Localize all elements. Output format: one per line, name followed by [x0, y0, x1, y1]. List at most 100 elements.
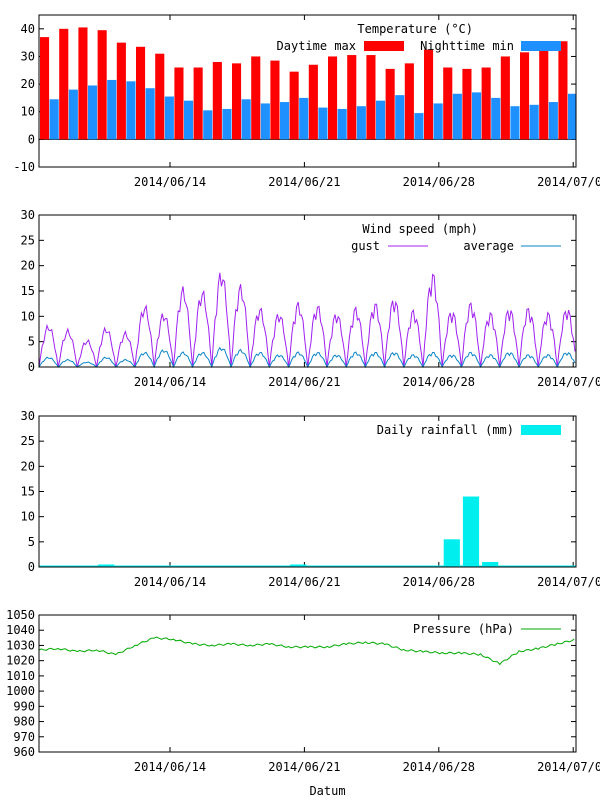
max-temp-bar: [116, 42, 126, 140]
x-tick-label: 2014/06/21: [268, 760, 340, 774]
y-tick-label: 10: [21, 105, 35, 119]
chart-panel-1: 0 5 10 15 20 25 30 2014/06/14 2014/06/21 2014/06/…: [21, 208, 600, 389]
y-tick-label: 20: [21, 77, 35, 91]
y-tick-label: 0: [28, 560, 35, 574]
chart-title: Temperature (°C): [357, 22, 473, 36]
min-temp-bar: [356, 106, 366, 140]
max-temp-bar: [366, 55, 376, 140]
max-temp-bar: [289, 71, 299, 140]
y-tick-label: 15: [21, 284, 35, 298]
x-tick-label: 2014/06/14: [134, 375, 206, 389]
legend-swatch: [364, 41, 404, 51]
x-tick-label: 2014/06/14: [134, 760, 206, 774]
x-tick-label: 2014/06/21: [268, 375, 340, 389]
max-temp-bar: [193, 67, 203, 140]
y-tick-label: 30: [21, 409, 35, 423]
pressure-line: [38, 636, 575, 666]
min-temp-bar: [49, 99, 59, 140]
y-tick-label: 30: [21, 208, 35, 222]
max-temp-bar: [136, 46, 146, 140]
legend-swatch: [521, 425, 561, 435]
y-tick-label: 0: [28, 132, 35, 146]
y-tick-label: 960: [13, 745, 35, 759]
min-temp-bar: [280, 102, 290, 140]
y-tick-label: 1050: [6, 608, 35, 622]
min-temp-bar: [88, 85, 98, 140]
max-temp-bar: [97, 30, 107, 140]
min-temp-bar: [510, 106, 520, 140]
max-temp-bar: [481, 67, 491, 140]
legend-label: Nighttime min: [420, 39, 514, 53]
legend-label: Daytime max: [277, 39, 356, 53]
max-temp-bar: [270, 60, 280, 140]
min-temp-bar: [126, 81, 136, 140]
min-temp-bar: [472, 92, 482, 140]
max-temp-bar: [347, 55, 357, 140]
min-temp-bar: [164, 96, 174, 140]
max-temp-bar: [59, 28, 69, 140]
x-tick-label: 2014/06/28: [403, 375, 475, 389]
min-temp-bar: [145, 88, 155, 140]
legend-label: Daily rainfall (mm): [377, 423, 514, 437]
y-tick-label: 970: [13, 730, 35, 744]
max-temp-bar: [78, 27, 88, 140]
max-temp-bar: [232, 63, 242, 140]
min-temp-bar: [203, 110, 213, 140]
rainfall-bar: [443, 539, 460, 567]
max-temp-bar: [404, 63, 414, 140]
y-tick-label: 40: [21, 22, 35, 36]
x-tick-label: 2014/06/14: [134, 575, 206, 589]
min-temp-bar: [452, 93, 462, 140]
max-temp-bar: [328, 56, 338, 140]
chart-title: Wind speed (mph): [362, 222, 478, 236]
x-tick-label: 2014/07/05: [537, 375, 600, 389]
chart-panel-2: 0 5 10 15 20 25 30 2014/06/14 2014/06/21 2014/06/…: [21, 409, 600, 589]
x-tick-label: 2014/06/28: [403, 575, 475, 589]
rainfall-bar: [462, 496, 480, 567]
min-temp-bar: [376, 100, 386, 140]
max-temp-bar: [308, 64, 318, 140]
y-tick-label: -10: [13, 160, 35, 174]
y-tick-label: 20: [21, 259, 35, 273]
min-temp-bar: [241, 99, 251, 140]
min-temp-bar: [299, 97, 309, 140]
min-temp-bar: [107, 79, 117, 140]
x-tick-label: 2014/07/05: [537, 760, 600, 774]
min-temp-bar: [260, 103, 270, 140]
max-temp-bar: [500, 56, 510, 140]
legend-label: Pressure (hPa): [413, 622, 514, 636]
y-tick-label: 25: [21, 233, 35, 247]
y-tick-label: 10: [21, 510, 35, 524]
legend-swatch: [521, 41, 561, 51]
max-temp-bar: [558, 41, 568, 140]
x-tick-label: 2014/06/21: [268, 175, 340, 189]
max-temp-bar: [174, 67, 184, 140]
x-tick-label: 2014/07/05: [537, 175, 600, 189]
plot-border: [38, 614, 577, 753]
average-line: [38, 346, 576, 369]
y-tick-label: 1030: [6, 638, 35, 652]
min-temp-bar: [184, 100, 194, 140]
y-tick-label: 1040: [6, 623, 35, 637]
rainfall-bar: [482, 561, 499, 567]
legend-label: average: [463, 239, 514, 253]
min-temp-bar: [548, 102, 558, 140]
max-temp-bar: [251, 56, 261, 140]
max-temp-bar: [40, 37, 50, 140]
max-temp-bar: [539, 49, 549, 140]
min-temp-bar: [414, 113, 424, 140]
min-temp-bar: [491, 97, 501, 140]
y-tick-label: 1000: [6, 684, 35, 698]
y-tick-label: 1010: [6, 669, 35, 683]
x-tick-label: 2014/06/28: [403, 175, 475, 189]
y-tick-label: 25: [21, 434, 35, 448]
max-temp-bar: [424, 49, 434, 140]
y-tick-label: 1020: [6, 654, 35, 668]
max-temp-bar: [520, 52, 530, 140]
min-temp-bar: [337, 108, 347, 140]
plot-border: [38, 415, 577, 568]
legend-label: gust: [351, 239, 380, 253]
